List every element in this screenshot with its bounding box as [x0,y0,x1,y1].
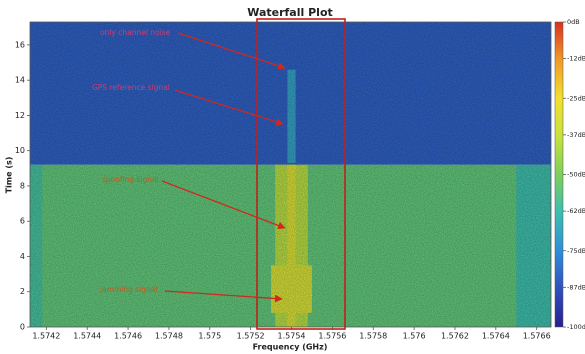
y-tick-label: 6 [20,217,25,226]
x-tick-label: 1.5752 [237,332,265,341]
x-tick-label: 1.5744 [73,332,101,341]
annotation: GPS reference signal [92,83,170,92]
y-tick-label: 12 [15,111,25,120]
y-tick-label: 8 [20,181,25,190]
x-tick-label: 1.5764 [482,332,510,341]
x-tick-label: 1.5758 [359,332,387,341]
x-tick-label: 1.5754 [278,332,306,341]
x-tick-label: 1.5766 [523,332,551,341]
x-tick-label: 1.5742 [32,332,60,341]
x-tick-label: 1.5762 [441,332,469,341]
y-tick-label: 2 [20,287,25,296]
annotation-arrow [161,180,286,230]
chart-title: Waterfall Plot [247,6,333,19]
annotation: only channel noise [100,28,171,37]
x-tick-label: 1.575 [198,332,221,341]
colorbar-tick-label: 0dB [567,18,580,26]
y-tick-label: 10 [15,146,25,155]
colorbar-tick-label: -62dB [567,207,585,215]
x-tick-label: 1.5746 [114,332,142,341]
y-tick-label: 14 [15,76,25,85]
y-tick-label: 4 [20,252,25,261]
noise-texture [30,22,551,327]
x-axis-label: Frequency (GHz) [253,343,328,352]
annotation-arrow [174,89,284,126]
annotation-arrow [177,32,286,70]
colorbar-tick-label: -12dB [567,55,585,63]
colorbar-tick-label: -50dB [567,171,585,179]
x-tick-label: 1.5756 [318,332,346,341]
y-tick-label: 16 [15,40,25,49]
x-tick-label: 1.576 [403,332,426,341]
annotation-arrow [164,290,283,303]
colorbar-tick-label: -87dB [567,283,585,291]
annotation: jamming signal [99,285,157,294]
x-tick-label: 1.5748 [155,332,183,341]
highlight-box [256,18,346,330]
colorbar [554,21,564,328]
colorbar-tick-label: -75dB [567,247,585,255]
plot-frame [29,21,552,328]
y-tick-label: 0 [20,323,25,332]
colorbar-tick-label: -25dB [567,94,585,102]
colorbar-tick-label: -37dB [567,131,585,139]
annotation: spoofing signal [102,175,159,184]
colorbar-tick-label: -100dB [567,323,585,331]
y-axis-label: Time (s) [5,157,14,194]
